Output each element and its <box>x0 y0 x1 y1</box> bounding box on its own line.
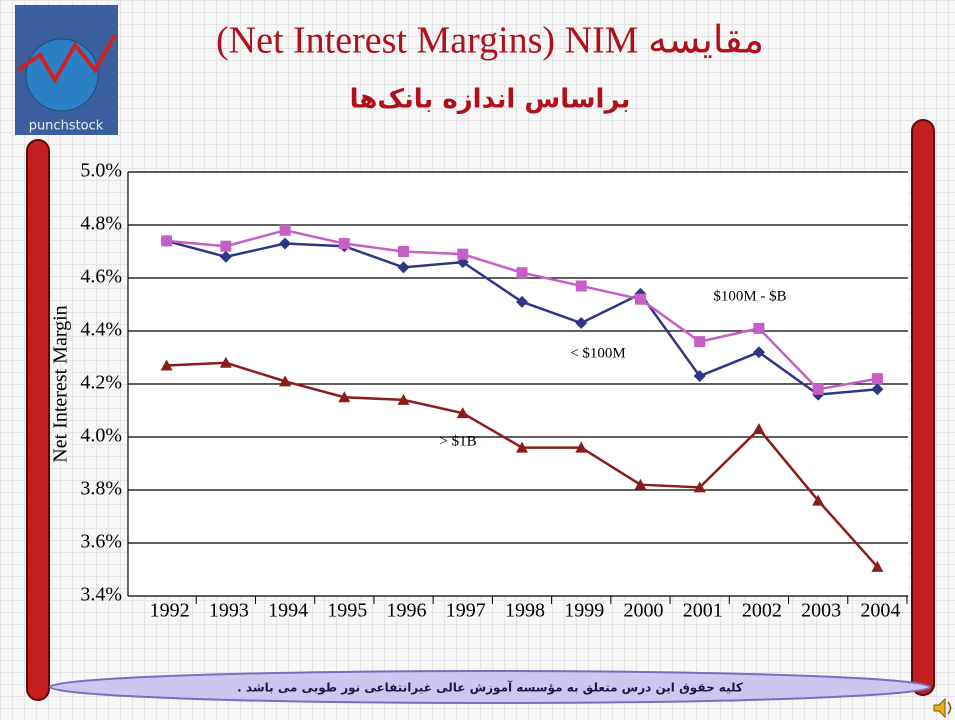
y-tick-label: 4.2% <box>80 372 122 394</box>
y-axis-label: Net Interest Margin <box>50 305 72 462</box>
point <box>576 280 587 291</box>
slide-subtitle: براساس اندازه بانک‌ها <box>350 85 631 115</box>
x-tick-label: 2004 <box>860 600 900 622</box>
x-tick-label: 2001 <box>683 600 723 622</box>
point <box>339 238 350 249</box>
x-tick-label: 1995 <box>327 600 367 622</box>
page: punchstock (Net Interest Margins) NIM مق… <box>0 0 955 720</box>
y-tick-label: 4.0% <box>80 425 122 447</box>
slide: punchstock (Net Interest Margins) NIM مق… <box>0 0 955 720</box>
y-tick-label: 3.4% <box>80 584 122 606</box>
right-scroll <box>912 120 934 695</box>
point <box>872 373 883 384</box>
point <box>753 323 764 334</box>
point <box>398 246 409 257</box>
x-tick-label: 1992 <box>150 600 190 622</box>
y-tick-label: 4.8% <box>80 213 122 235</box>
x-tick-label: 2002 <box>742 600 782 622</box>
x-tick-label: 2003 <box>801 600 841 622</box>
x-tick-label: 2000 <box>623 600 663 622</box>
x-tick-label: 1999 <box>564 600 604 622</box>
y-tick-label: 3.8% <box>80 478 122 500</box>
y-tick-label: 3.6% <box>80 531 122 553</box>
series-label: > $1B <box>439 433 476 449</box>
y-tick-label: 4.4% <box>80 319 122 341</box>
logo-globe <box>26 39 98 111</box>
footer-text: کلیه حقوق این درس متعلق به مؤسسه آموزش ع… <box>237 680 743 696</box>
x-tick-label: 1993 <box>209 600 249 622</box>
series-label: < $100M <box>570 345 626 361</box>
point <box>280 225 291 236</box>
point <box>161 235 172 246</box>
point <box>457 249 468 260</box>
x-tick-label: 1994 <box>268 600 308 622</box>
point <box>813 384 824 395</box>
x-tick-label: 1998 <box>505 600 545 622</box>
logo-text: punchstock <box>29 119 104 134</box>
x-tick-label: 1996 <box>387 600 427 622</box>
point <box>635 294 646 305</box>
point <box>694 336 705 347</box>
logo: punchstock <box>15 5 118 135</box>
left-scroll <box>27 140 49 700</box>
series-label: $100M - $B <box>713 288 786 304</box>
point <box>220 241 231 252</box>
y-tick-label: 4.6% <box>80 266 122 288</box>
y-tick-label: 5.0% <box>80 160 122 182</box>
slide-title: (Net Interest Margins) NIM مقایسه <box>216 20 764 62</box>
point <box>517 267 528 278</box>
x-tick-label: 1997 <box>446 600 486 622</box>
speaker-wave <box>948 702 951 714</box>
speaker-icon[interactable] <box>934 699 951 717</box>
speaker-body <box>934 699 945 717</box>
